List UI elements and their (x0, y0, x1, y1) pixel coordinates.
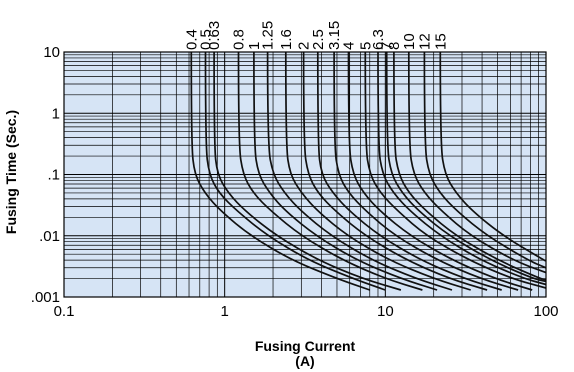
fuse-curve-8 (393, 51, 547, 281)
x-tick-label: 0.1 (54, 303, 75, 320)
fuse-curve-4 (347, 51, 533, 291)
rating-label: 0.63 (206, 21, 223, 50)
plot-frame (63, 51, 547, 298)
rating-label: 0.5 (198, 29, 215, 50)
fuse-curve-1_6 (284, 51, 471, 291)
x-tick-label: 100 (533, 303, 558, 320)
x-axis-unit: (A) (295, 353, 314, 369)
rating-label: 0.8 (231, 29, 248, 50)
rating-labels: 0.40.50.63 0.811.25 1.6 22.5 3.154 56.3781012… (183, 21, 449, 50)
rating-label: 1.25 (260, 21, 277, 50)
fuse-curve-6_3 (377, 51, 547, 286)
rating-label: 4 (341, 42, 358, 50)
fuse-curve-15 (439, 51, 547, 262)
x-tick-label: 1 (220, 303, 228, 320)
y-tick-label: 10 (43, 44, 60, 61)
rating-label: 0.4 (183, 29, 200, 50)
fuse-curve-0_4 (190, 51, 371, 291)
rating-label: 6.3 (370, 29, 387, 50)
x-tick-label: 10 (377, 303, 394, 320)
rating-label: 1 (246, 42, 263, 50)
fuse-curve-5 (364, 51, 547, 289)
fuse-curve-1 (253, 51, 438, 291)
fuse-curve-12 (423, 51, 547, 269)
fuse-curve-2 (302, 51, 488, 291)
fuse-curve-0_63 (213, 51, 402, 291)
y-tick-label: .01 (39, 228, 60, 245)
fuse-curve-0_5 (204, 51, 386, 291)
fuse-curve-7 (385, 51, 547, 283)
rating-label: 12 (416, 33, 433, 50)
rating-label: 1.6 (278, 29, 295, 50)
fuse-curve-0_8 (237, 51, 423, 291)
rating-label: 5 (357, 42, 374, 50)
rating-label: 10 (401, 33, 418, 50)
fuse-curve-3_15 (333, 51, 519, 291)
rating-label: 8 (386, 42, 403, 50)
y-tick-label: 1 (52, 105, 60, 122)
y-tick-label: .001 (31, 289, 60, 306)
fuse-curve-2_5 (316, 51, 502, 291)
y-axis-ticks: 10 1 .1 .01 .001 (31, 44, 60, 306)
rating-label: 2 (296, 42, 313, 50)
rating-label: 2.5 (310, 29, 327, 50)
rating-label: 15 (432, 33, 449, 50)
y-tick-label: .1 (47, 167, 60, 184)
fuse-curve-1_25 (266, 51, 453, 291)
x-axis-ticks: 0.1 1 10 100 (54, 303, 559, 320)
rating-label: 3.15 (326, 21, 343, 50)
rating-label: 7 (379, 42, 396, 50)
fuse-curve-10 (407, 51, 547, 274)
x-axis-title: Fusing Current (255, 338, 356, 354)
y-axis-title: Fusing Time (Sec.) (3, 110, 19, 234)
fuse-curves (190, 51, 547, 291)
